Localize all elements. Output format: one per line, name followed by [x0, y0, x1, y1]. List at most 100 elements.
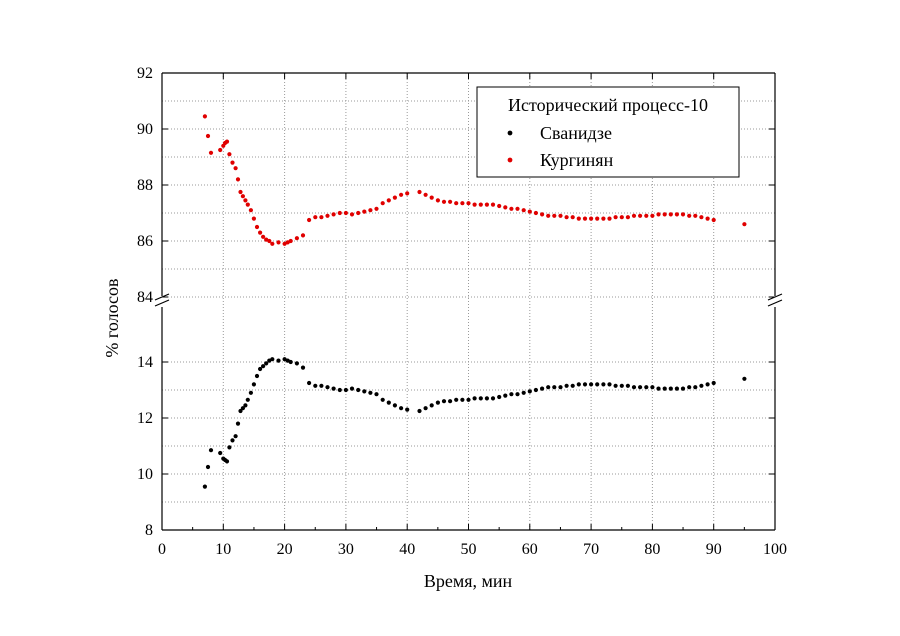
data-point	[276, 240, 281, 245]
data-point	[288, 359, 293, 365]
data-point	[595, 216, 600, 221]
y-tick-label: 86	[137, 233, 153, 250]
x-tick-label: 90	[706, 541, 722, 558]
data-point	[484, 396, 489, 401]
data-point	[460, 397, 465, 402]
data-point	[601, 382, 606, 387]
data-point	[235, 421, 241, 426]
data-point	[515, 392, 520, 397]
data-point	[490, 396, 496, 401]
data-point	[668, 386, 673, 391]
data-point	[625, 215, 631, 220]
data-point	[423, 406, 428, 411]
data-point	[484, 202, 489, 207]
data-point	[454, 397, 459, 402]
data-point	[656, 386, 661, 391]
data-point	[227, 445, 232, 450]
data-point	[625, 383, 631, 388]
data-point	[374, 392, 379, 397]
data-point	[300, 233, 306, 238]
legend: Исторический процесс-10 Сванидзе Кургиня…	[476, 86, 740, 178]
data-point	[607, 216, 612, 221]
data-point	[662, 386, 667, 391]
series-1	[202, 357, 747, 489]
data-point	[570, 383, 575, 388]
data-point	[570, 215, 575, 220]
data-point	[576, 216, 581, 221]
data-point	[589, 216, 594, 221]
x-tick-label: 100	[763, 541, 787, 558]
data-point	[313, 383, 318, 388]
data-point	[595, 382, 600, 387]
data-point	[435, 400, 440, 405]
data-point	[656, 212, 661, 217]
legend-marker-series-2	[507, 157, 513, 163]
data-point	[423, 192, 428, 197]
data-point	[435, 198, 440, 203]
data-point	[589, 382, 594, 387]
data-point	[386, 198, 391, 203]
data-point	[448, 399, 453, 404]
data-point	[243, 198, 248, 203]
data-point	[235, 177, 241, 182]
data-point	[258, 230, 263, 235]
data-point	[245, 202, 250, 207]
data-point	[230, 438, 235, 443]
data-point	[680, 386, 686, 391]
data-point	[644, 385, 649, 390]
data-point	[399, 192, 404, 197]
data-point	[218, 450, 223, 456]
data-point	[331, 212, 336, 217]
y-axis-title: % голосов	[102, 278, 122, 357]
data-point	[509, 392, 514, 397]
data-point	[699, 215, 704, 220]
data-point	[705, 382, 710, 387]
data-point	[276, 358, 281, 363]
data-point	[368, 208, 373, 213]
data-point	[319, 215, 324, 220]
data-point	[613, 383, 618, 388]
data-point	[441, 199, 447, 204]
data-point	[644, 213, 649, 218]
data-point	[224, 459, 230, 464]
x-tick-label: 80	[644, 541, 660, 558]
data-point	[497, 203, 502, 209]
y-tick-label: 12	[137, 410, 153, 427]
data-point	[337, 387, 342, 393]
y-tick-label: 84	[137, 289, 153, 306]
data-point	[337, 210, 342, 216]
data-point	[392, 403, 397, 408]
data-point	[356, 210, 361, 216]
data-point	[638, 213, 643, 218]
data-point	[248, 390, 253, 395]
data-point	[208, 448, 214, 453]
data-point	[429, 403, 434, 408]
data-point	[325, 213, 330, 218]
data-point	[270, 241, 275, 246]
data-point	[240, 406, 245, 411]
data-point	[650, 385, 655, 390]
data-point	[521, 390, 526, 395]
data-point	[521, 208, 526, 213]
data-point	[417, 408, 422, 414]
data-point	[205, 464, 211, 470]
data-point	[405, 191, 410, 196]
data-point	[380, 201, 385, 206]
data-point	[261, 364, 266, 369]
data-point	[687, 385, 692, 390]
legend-label-series-2: Кургинян	[540, 150, 614, 170]
data-point	[205, 133, 211, 139]
y-tick-label: 90	[137, 121, 153, 138]
data-point	[307, 380, 312, 386]
data-point	[448, 199, 453, 204]
data-point	[576, 382, 581, 387]
data-point	[533, 210, 539, 216]
data-point	[362, 209, 367, 214]
data-point	[288, 238, 293, 244]
data-point	[325, 385, 330, 390]
data-point	[233, 166, 238, 171]
data-point	[405, 407, 410, 412]
x-tick-label: 30	[338, 541, 354, 558]
y-tick-label: 14	[137, 354, 153, 371]
data-point	[613, 215, 618, 220]
